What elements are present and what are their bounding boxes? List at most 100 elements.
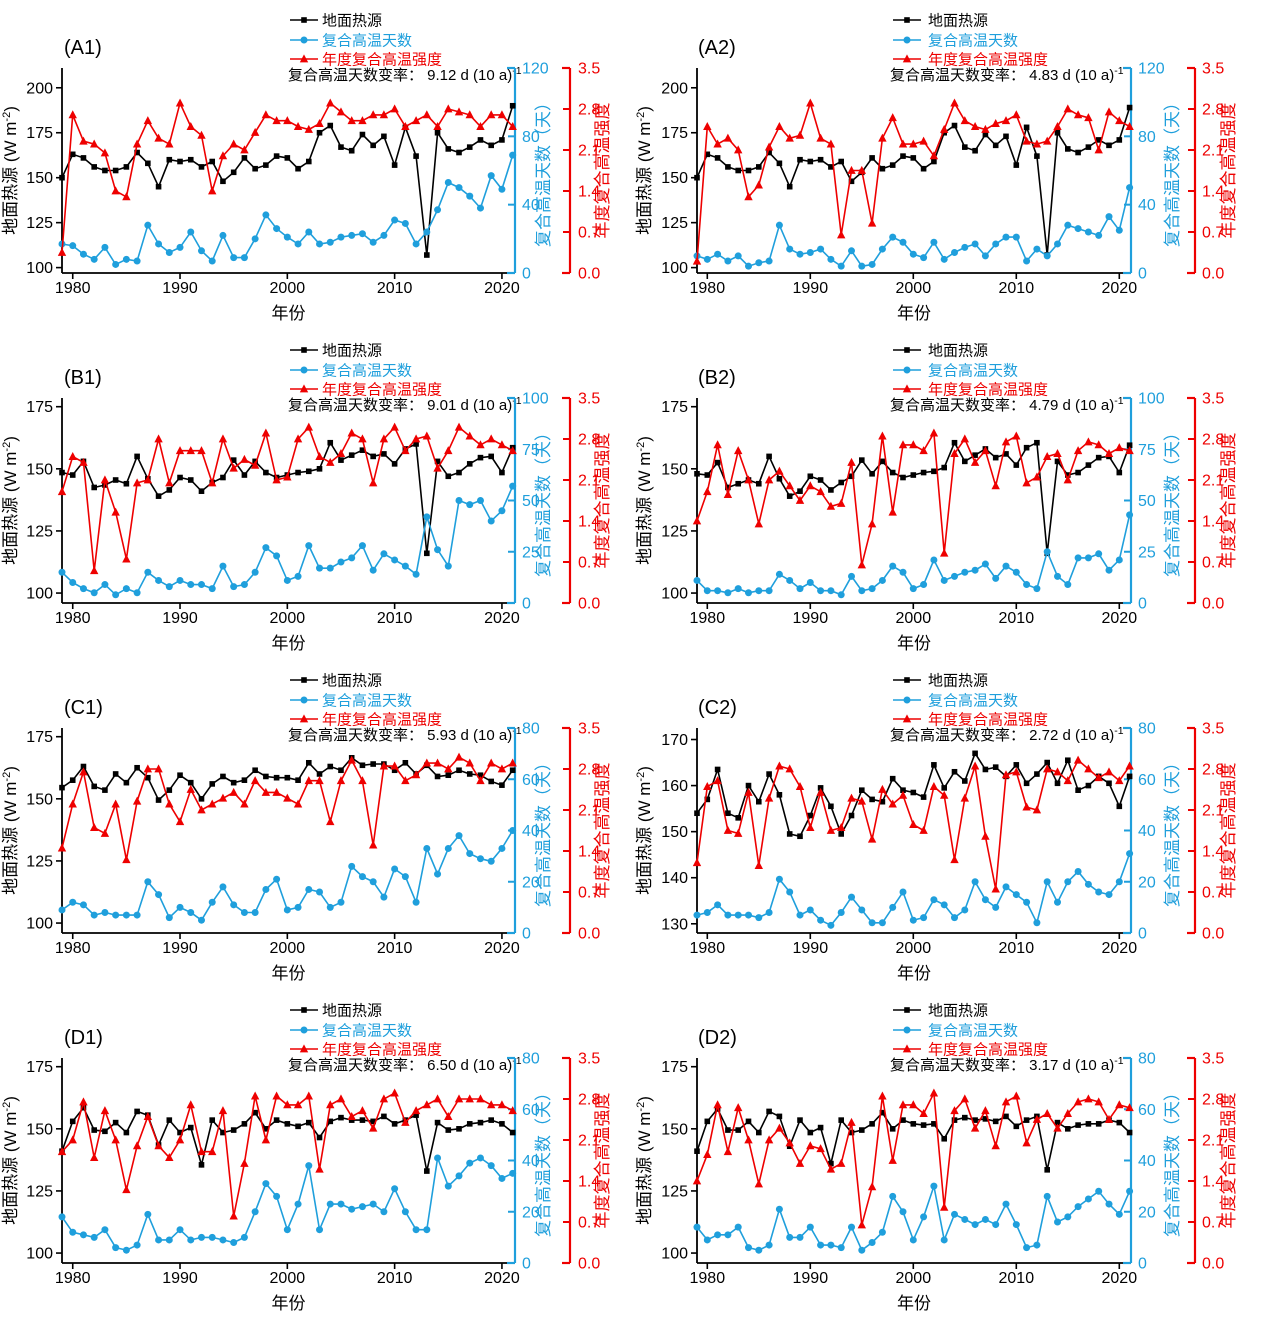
x-axis-title: 年份	[897, 1294, 931, 1313]
intensity-tick-label: 0.0	[578, 926, 600, 943]
left-tick-label: 100	[26, 586, 53, 603]
circle-marker	[326, 238, 334, 246]
circle-marker	[273, 1192, 281, 1200]
triangle-marker	[326, 1100, 335, 1109]
triangle-marker	[1001, 116, 1011, 125]
triangle-marker	[175, 1135, 185, 1144]
circle-marker	[1084, 1195, 1092, 1203]
circle-marker	[951, 572, 958, 580]
circle-marker	[122, 911, 130, 919]
triangle-marker	[401, 1117, 410, 1126]
circle-marker	[806, 906, 814, 914]
square-marker	[735, 480, 741, 487]
square-marker	[920, 165, 927, 172]
triangle-marker	[847, 165, 856, 174]
x-tick-label: 1980	[690, 1270, 726, 1287]
legend-label-days: 复合高温天数	[928, 32, 1018, 50]
triangle-marker	[454, 422, 464, 431]
triangle-marker	[1012, 431, 1021, 440]
axes: 100 125 150 175 200 1980 1990 2000 2010 2020 年份	[661, 68, 1137, 323]
x-tick-label: 1990	[793, 940, 829, 957]
square-marker	[295, 1123, 301, 1130]
legend-label-heat_source: 地面热源	[322, 13, 382, 30]
square-marker	[704, 1118, 711, 1125]
square-marker	[776, 791, 783, 798]
square-marker	[1106, 780, 1112, 787]
circle-marker	[775, 875, 783, 883]
square-marker	[445, 473, 452, 480]
circle-marker	[369, 1200, 377, 1208]
circle-marker	[1012, 233, 1020, 241]
rate-annotation: 复合高温天数变率： 3.17 d (10 a)-1	[890, 1055, 1124, 1074]
triangle-marker	[68, 1135, 77, 1144]
circle-marker	[240, 1233, 248, 1241]
square-marker	[187, 477, 194, 483]
square-marker	[230, 457, 237, 463]
circle-marker	[251, 568, 259, 576]
square-marker	[273, 153, 280, 159]
x-tick-label: 2000	[896, 610, 932, 627]
triangle-marker	[283, 1100, 292, 1109]
circle-marker	[283, 576, 291, 584]
square-marker	[445, 146, 452, 152]
series-days	[693, 1182, 1134, 1254]
triangle-marker	[272, 1091, 281, 1100]
square-marker	[766, 149, 772, 156]
circle-marker	[1033, 245, 1041, 253]
circle-marker	[455, 184, 463, 192]
square-marker	[155, 797, 162, 803]
circle-marker	[1012, 1221, 1020, 1229]
left-tick-label: 150	[661, 824, 688, 841]
triangle-marker	[1104, 107, 1114, 116]
days-axis-title: 复合高温天数（天）	[1163, 1084, 1182, 1237]
square-marker	[316, 771, 323, 777]
square-marker	[241, 777, 248, 783]
square-marker	[327, 122, 334, 129]
circle-marker	[165, 249, 173, 256]
circle-marker	[509, 151, 517, 159]
circle-marker	[187, 1236, 195, 1244]
circle-marker	[391, 556, 399, 564]
legend-label-heat_source: 地面热源	[928, 13, 988, 30]
triangle-marker	[1073, 1097, 1083, 1106]
square-marker	[1065, 146, 1071, 152]
triangle-marker	[79, 136, 88, 145]
circle-marker	[337, 1200, 345, 1208]
circle-marker	[90, 589, 98, 597]
series-days	[58, 827, 517, 924]
days-axis: 0 25 50 75 100 复合高温天数（天）	[1123, 391, 1182, 613]
triangle-marker	[165, 1152, 174, 1161]
circle-marker	[240, 909, 248, 916]
circle-marker	[806, 249, 814, 256]
days-tick-label: 0	[522, 596, 531, 613]
square-marker	[982, 1116, 989, 1122]
circle-marker	[755, 914, 763, 922]
intensity-axis: 0.0 0.7 1.4 2.1 2.8 3.5 年度复合高温强度	[562, 61, 612, 283]
square-marker	[776, 475, 783, 482]
axes: 100 125 150 175 1980 1990 2000 2010 2020 年份	[26, 398, 520, 653]
circle-marker	[1002, 562, 1010, 570]
triangle-marker	[100, 475, 110, 484]
circle-marker	[262, 211, 270, 219]
triangle-marker	[487, 1100, 496, 1109]
triangle-marker	[250, 127, 260, 136]
triangle-marker	[1012, 767, 1021, 776]
x-axis-title: 年份	[272, 304, 306, 323]
square-marker	[859, 787, 865, 793]
square-marker	[1054, 780, 1061, 787]
triangle-marker	[487, 758, 496, 767]
triangle-marker	[175, 98, 185, 107]
x-tick-label: 1980	[55, 940, 91, 957]
triangle-marker	[379, 761, 389, 770]
panel-label: (B2)	[698, 367, 736, 389]
days-axis: 0 25 50 75 100 复合高温天数（天）	[507, 391, 553, 613]
square-marker	[756, 1129, 762, 1136]
days-tick-label: 120	[1138, 61, 1165, 78]
circle-marker	[251, 909, 259, 916]
square-marker	[982, 131, 989, 138]
circle-marker	[992, 240, 1000, 248]
triangle-marker	[411, 116, 421, 125]
square-marker	[477, 1119, 484, 1126]
